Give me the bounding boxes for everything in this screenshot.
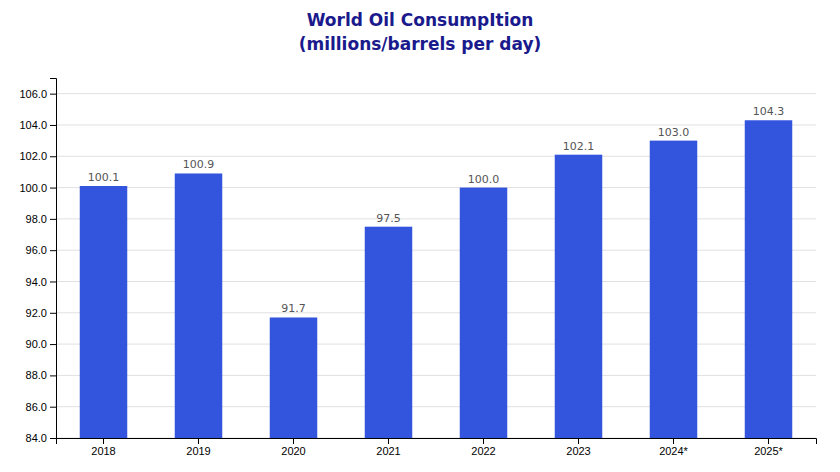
tick-label: 86.0 — [26, 401, 47, 413]
tick-label: 96.0 — [26, 244, 47, 256]
tick-mark — [50, 219, 56, 220]
tick-mark — [293, 438, 294, 444]
tick: 94.0 — [26, 275, 56, 287]
tick-label: 2018 — [91, 445, 115, 457]
tick: 104.0 — [19, 119, 56, 131]
tick-mark — [50, 344, 56, 345]
x-axis: 2018 2019 2020 2021 2022 2023 2024* 2025* — [57, 438, 817, 457]
tick-label: 2024* — [659, 445, 688, 457]
tick-mark — [578, 438, 579, 444]
tick-mark — [50, 407, 56, 408]
tick-label: 2020 — [281, 445, 305, 457]
tick-label: 2022 — [471, 445, 495, 457]
tick-mark — [50, 125, 56, 126]
bar — [80, 186, 128, 438]
axis-line — [50, 79, 57, 439]
data-label: 91.7 — [281, 302, 306, 315]
chart: World Oil ConsumpItion (millions/barrels … — [0, 0, 840, 472]
tick-label: 100.0 — [19, 182, 47, 194]
data-label: 100.9 — [183, 158, 215, 171]
y-axis: 84.0 86.0 88.0 90.0 92.0 94.0 96.0 98.0 100.0 102… — [19, 79, 56, 445]
grid — [56, 94, 816, 438]
tick-label: 2019 — [186, 445, 210, 457]
subtitle: (millions/barrels per day) — [299, 34, 542, 54]
tick-label: 106.0 — [19, 88, 47, 100]
tick: 106.0 — [19, 88, 56, 100]
tick-mark — [768, 438, 769, 444]
axis-line — [57, 439, 817, 445]
tick-mark — [50, 156, 56, 157]
bar — [650, 141, 698, 438]
tick: 2018 — [91, 438, 115, 457]
bar — [555, 155, 603, 438]
tick: 102.0 — [19, 150, 56, 162]
tick: 2019 — [186, 438, 210, 457]
tick-label: 88.0 — [26, 369, 47, 381]
tick-label: 104.0 — [19, 119, 47, 131]
bar — [365, 227, 413, 438]
data-label: 100.1 — [88, 171, 120, 184]
tick-mark — [388, 438, 389, 444]
tick-mark — [483, 438, 484, 444]
tick-label: 2023 — [566, 445, 590, 457]
tick-mark — [50, 375, 56, 376]
tick: 98.0 — [26, 213, 56, 225]
tick-label: 92.0 — [26, 307, 47, 319]
tick-mark — [50, 250, 56, 251]
bars — [80, 120, 793, 438]
grid-line — [56, 312, 816, 313]
tick: 96.0 — [26, 244, 56, 256]
grid-line — [56, 124, 816, 125]
tick: 88.0 — [26, 369, 56, 381]
tick: 2021 — [376, 438, 400, 457]
tick-label: 2021 — [376, 445, 400, 457]
tick-mark — [673, 438, 674, 444]
tick: 2024* — [659, 438, 688, 457]
tick-mark — [50, 313, 56, 314]
tick-mark — [50, 438, 56, 439]
bar — [745, 120, 793, 438]
tick: 86.0 — [26, 401, 56, 413]
tick-mark — [103, 438, 104, 444]
data-label: 102.1 — [563, 140, 595, 153]
tick-label: 90.0 — [26, 338, 47, 350]
tick: 2022 — [471, 438, 495, 457]
bar — [460, 188, 508, 438]
grid-line — [56, 93, 816, 94]
data-labels: 100.1 100.9 91.7 97.5 100.0 102.1 103.0 104.3 — [88, 105, 785, 315]
grid-line — [56, 281, 816, 282]
grid-line — [56, 156, 816, 157]
bar — [270, 317, 318, 438]
tick: 2020 — [281, 438, 305, 457]
grid-line — [56, 250, 816, 251]
grid-line — [56, 406, 816, 407]
tick: 2025* — [754, 438, 783, 457]
grid-line — [56, 218, 816, 219]
bar — [175, 173, 223, 438]
grid-line — [56, 375, 816, 376]
tick-label: 2025* — [754, 445, 783, 457]
data-label: 103.0 — [658, 126, 690, 139]
data-label: 97.5 — [376, 212, 401, 225]
tick-mark — [50, 281, 56, 282]
tick-label: 102.0 — [19, 150, 47, 162]
plot: 84.0 86.0 88.0 90.0 92.0 94.0 96.0 98.0 100.0 102… — [19, 79, 816, 457]
tick-label: 94.0 — [26, 275, 47, 287]
tick: 90.0 — [26, 338, 56, 350]
tick-label: 98.0 — [26, 213, 47, 225]
tick: 2023 — [566, 438, 590, 457]
grid-line — [56, 344, 816, 345]
tick-mark — [50, 188, 56, 189]
tick-mark — [198, 438, 199, 444]
tick-label: 84.0 — [26, 432, 47, 444]
tick: 92.0 — [26, 307, 56, 319]
data-label: 100.0 — [468, 173, 500, 186]
tick: 100.0 — [19, 182, 56, 194]
data-label: 104.3 — [753, 105, 785, 118]
tick: 84.0 — [26, 432, 56, 444]
title: World Oil ConsumpItion — [307, 10, 534, 30]
grid-line — [56, 187, 816, 188]
tick-mark — [50, 94, 56, 95]
